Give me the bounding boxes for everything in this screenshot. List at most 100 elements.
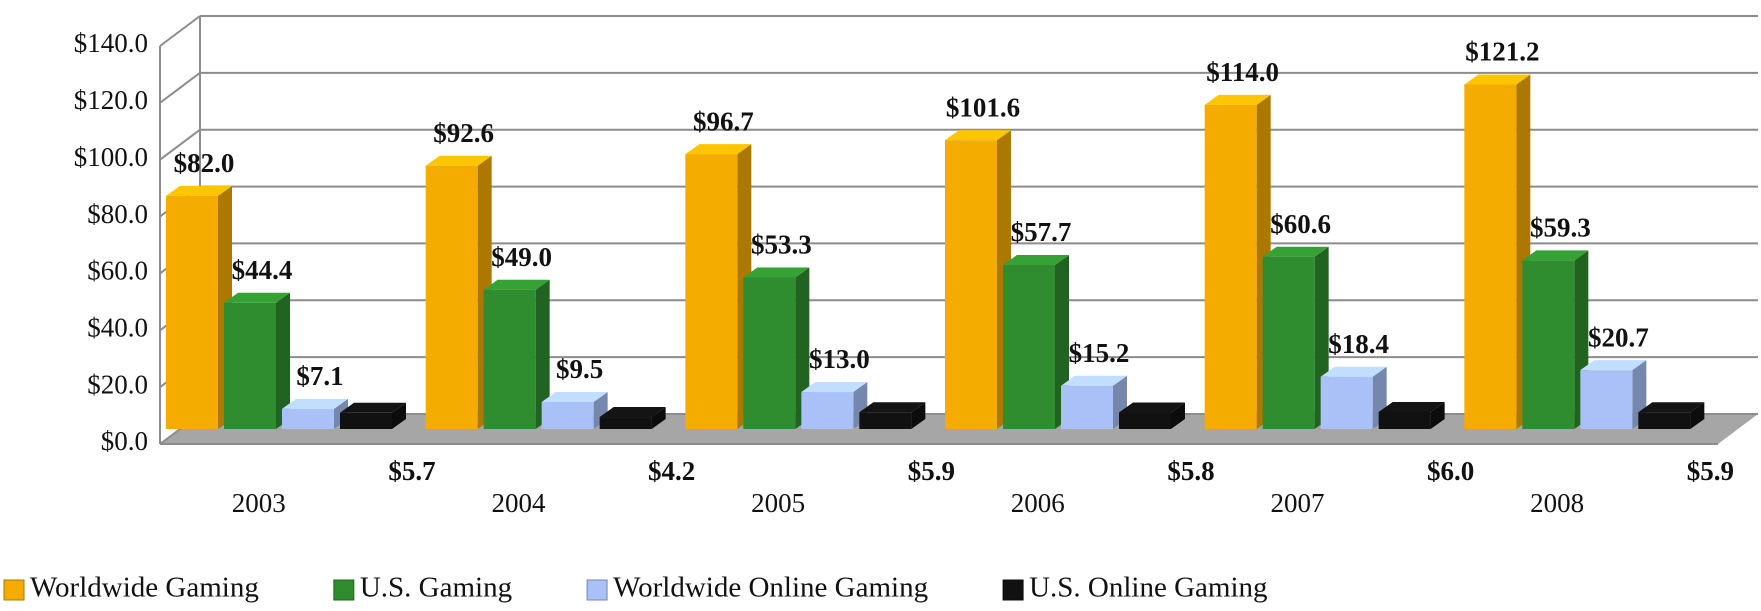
value-label: $4.2: [648, 456, 695, 486]
y-tick-label: $0.0: [101, 426, 148, 456]
value-label: $9.5: [556, 354, 603, 384]
legend-swatch: [1002, 579, 1024, 601]
value-label: $6.0: [1427, 456, 1474, 486]
bar-top: [1320, 366, 1387, 377]
bar-side: [392, 402, 406, 429]
y-tick-label: $100.0: [74, 142, 148, 172]
legend-label: Worldwide Gaming: [30, 572, 259, 604]
bar: [1320, 376, 1373, 429]
bar-side: [535, 279, 550, 429]
value-label: $57.7: [1011, 217, 1072, 247]
value-label: $92.6: [433, 118, 494, 148]
bar-top: [801, 382, 868, 393]
value-label: $44.4: [232, 255, 293, 285]
bar-top: [224, 292, 290, 303]
grid-wall: [159, 15, 201, 47]
bar-side: [1171, 402, 1185, 429]
bar-top: [1378, 401, 1445, 412]
bar: [801, 392, 854, 429]
value-label: $20.7: [1588, 322, 1649, 352]
bar-top: [1580, 360, 1647, 371]
legend-label: U.S. Online Gaming: [1029, 572, 1267, 604]
bar-top: [1003, 254, 1069, 265]
bar-top: [166, 185, 232, 196]
bar-top: [859, 402, 926, 413]
bar-top: [1061, 375, 1127, 386]
bar-side: [651, 407, 666, 429]
value-label: $7.1: [296, 361, 343, 391]
bar-top: [282, 398, 348, 409]
bar: [483, 289, 536, 429]
bar-top: [483, 279, 550, 290]
value-label: $13.0: [809, 344, 870, 374]
value-label: $5.8: [1167, 456, 1214, 486]
value-label: $5.9: [1687, 456, 1734, 486]
bar: [1003, 264, 1055, 429]
y-tick-label: $40.0: [87, 312, 148, 342]
bar-top: [1119, 402, 1185, 413]
bar: [166, 195, 218, 429]
legend-label: Worldwide Online Gaming: [613, 572, 928, 604]
bar: [859, 412, 912, 429]
legend-swatch: [586, 579, 608, 601]
y-tick-label: $60.0: [87, 256, 148, 286]
value-label: $15.2: [1069, 338, 1130, 368]
y-tick-label: $120.0: [74, 85, 148, 115]
legend-label: U.S. Gaming: [360, 572, 512, 604]
bar: [1378, 411, 1431, 429]
bar: [1464, 84, 1517, 430]
legend-swatch: [3, 579, 25, 601]
x-tick-label: 2005: [751, 488, 805, 518]
bar: [1119, 412, 1171, 429]
value-label: $82.0: [174, 148, 235, 178]
x-tick-label: 2003: [232, 488, 286, 518]
value-label: $114.0: [1206, 57, 1279, 87]
bar-top: [541, 391, 608, 402]
x-tick-label: 2004: [491, 488, 546, 518]
y-tick-label: $20.0: [87, 369, 148, 399]
bar: [743, 277, 796, 429]
bar: [1638, 412, 1691, 429]
bar: [1204, 104, 1257, 430]
value-label: $59.3: [1530, 213, 1591, 243]
bar: [1262, 256, 1315, 429]
bar: [685, 154, 738, 430]
bar-top: [599, 407, 666, 418]
bar: [282, 408, 334, 429]
bar: [1522, 260, 1575, 429]
value-label: $53.3: [751, 230, 812, 260]
bar: [599, 417, 652, 429]
bar: [1061, 385, 1113, 429]
value-label: $101.6: [946, 92, 1020, 122]
bar-top: [425, 155, 492, 166]
bar-top: [743, 267, 810, 278]
bar-top: [685, 144, 752, 155]
value-label: $49.0: [491, 242, 552, 272]
bar: [224, 302, 276, 429]
bar: [340, 412, 392, 429]
legend-swatch: [333, 579, 355, 601]
bar-top: [945, 130, 1011, 141]
bar-top: [1262, 246, 1329, 257]
x-tick-label: 2008: [1530, 488, 1584, 518]
bar-top: [1204, 94, 1271, 105]
value-label: $121.2: [1465, 37, 1539, 67]
bar-side: [276, 292, 290, 429]
bar-side: [1690, 402, 1705, 429]
value-label: $96.7: [693, 106, 754, 136]
bar: [541, 401, 594, 429]
bar-top: [1638, 402, 1705, 413]
value-label: $60.6: [1270, 209, 1331, 239]
bar-side: [1430, 401, 1445, 429]
y-tick-label: $80.0: [87, 199, 148, 229]
value-label: $5.9: [908, 456, 955, 486]
bar-top: [340, 402, 406, 413]
x-tick-label: 2007: [1270, 488, 1324, 518]
bar-side: [911, 402, 926, 429]
bar-top: [1464, 74, 1531, 85]
grid-wall: [159, 128, 201, 161]
bar: [425, 165, 478, 429]
x-tick-label: 2006: [1011, 488, 1065, 518]
y-tick-label: $140.0: [74, 28, 148, 58]
